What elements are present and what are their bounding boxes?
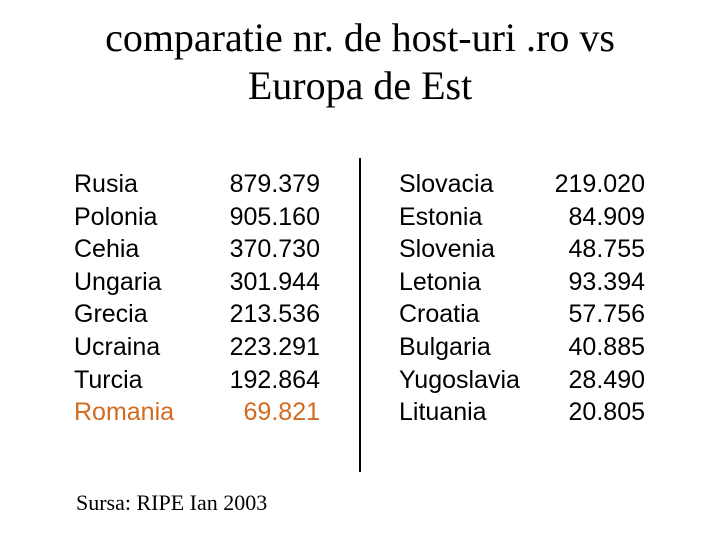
country-name: Letonia [399, 267, 482, 296]
table-row: Polonia 905.160 [74, 201, 320, 234]
source-note: Sursa: RIPE Ian 2003 [76, 490, 268, 515]
host-count: 213.536 [229, 300, 320, 329]
country-name: Slovacia [399, 170, 494, 198]
host-count: 57.756 [568, 300, 645, 329]
host-count: 40.885 [568, 332, 645, 361]
country-name: Ungaria [74, 267, 162, 296]
country-name-highlighted: Romania [74, 398, 175, 427]
table-row: Rusia 879.379 [74, 168, 320, 201]
right-host-table: Slovacia 219.020 Estonia 84.909 Slovenia 48… [399, 168, 645, 429]
country-name: Rusia [74, 170, 138, 198]
title-line-2: Europa de Est [247, 63, 473, 108]
table-row: Ucraina 223.291 [74, 331, 320, 364]
table-row: Grecia 213.536 [74, 298, 320, 331]
country-name: Ucraina [74, 332, 161, 361]
host-count: 48.755 [568, 235, 645, 264]
host-count-highlighted: 69.821 [243, 398, 320, 427]
table-row: Cehia 370.730 [74, 233, 320, 266]
table-row-romania: Romania 69.821 [74, 396, 320, 429]
country-name: Grecia [74, 300, 148, 329]
host-count: 20.805 [568, 398, 645, 427]
country-name: Cehia [74, 235, 140, 264]
host-count: 93.394 [568, 267, 645, 296]
country-name: Croatia [399, 300, 480, 329]
country-name: Polonia [74, 202, 158, 231]
host-count: 84.909 [568, 202, 645, 231]
host-count: 223.291 [229, 332, 320, 361]
country-name: Slovenia [399, 235, 495, 264]
table-row: Slovenia 48.755 [399, 233, 645, 266]
host-count: 192.864 [229, 365, 320, 394]
table-row: Letonia 93.394 [399, 266, 645, 299]
table-row: Bulgaria 40.885 [399, 331, 645, 364]
table-row: Turcia 192.864 [74, 364, 320, 397]
table-row: Slovacia 219.020 [399, 168, 645, 201]
table-row: Yugoslavia 28.490 [399, 364, 645, 397]
left-host-table: Rusia 879.379 Polonia 905.160 Cehia 370.730… [74, 168, 320, 429]
table-row: Lituania 20.805 [399, 396, 645, 429]
table-row: Croatia 57.756 [399, 298, 645, 331]
country-name: Bulgaria [399, 332, 491, 361]
table-row: Estonia 84.909 [399, 201, 645, 234]
page-title: comparatie nr. de host-uri .ro vs Europa… [0, 14, 720, 110]
host-count: 905.160 [229, 202, 320, 231]
host-count: 219.020 [554, 170, 645, 198]
host-count: 879.379 [229, 170, 320, 198]
host-count: 301.944 [229, 267, 320, 296]
host-count: 370.730 [229, 235, 320, 264]
country-name: Estonia [399, 202, 483, 231]
column-divider [359, 158, 361, 472]
country-name: Turcia [74, 365, 143, 394]
country-name: Yugoslavia [399, 365, 520, 394]
country-name: Lituania [399, 398, 487, 427]
title-line-1: comparatie nr. de host-uri .ro vs [105, 15, 615, 60]
host-count: 28.490 [568, 365, 645, 394]
table-row: Ungaria 301.944 [74, 266, 320, 299]
